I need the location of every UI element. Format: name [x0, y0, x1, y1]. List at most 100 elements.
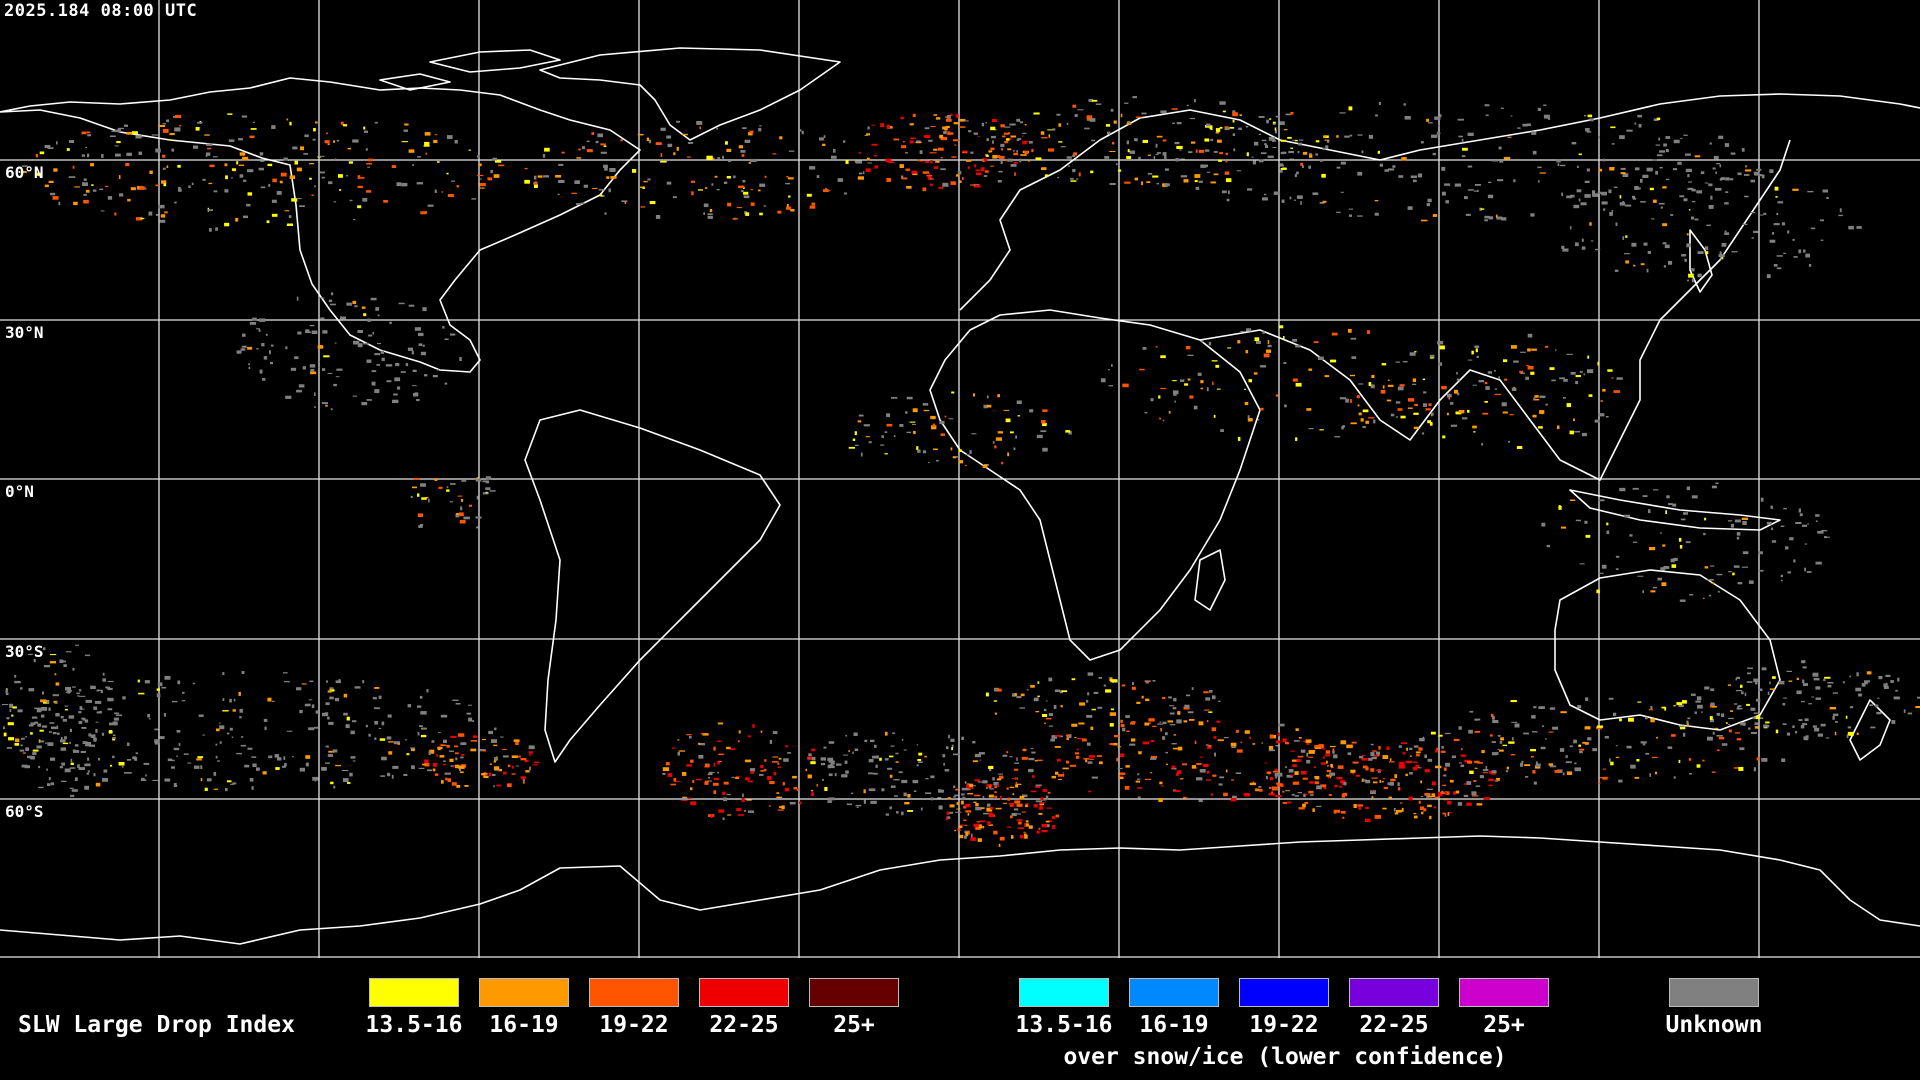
cloud-pixel [1021, 756, 1028, 760]
cloud-pixel [1002, 135, 1006, 138]
cloud-pixel [87, 153, 90, 158]
cloud-pixel [768, 805, 771, 807]
cloud-pixel [940, 433, 945, 436]
cloud-pixel [1002, 802, 1007, 804]
cloud-pixel [1246, 152, 1249, 157]
cloud-pixel [1824, 676, 1831, 679]
cloud-pixel [187, 762, 192, 764]
cloud-pixel [412, 164, 414, 166]
cloud-pixel [446, 172, 449, 175]
cloud-pixel [327, 754, 333, 757]
cloud-pixel [1793, 256, 1798, 258]
cloud-pixel [85, 146, 87, 148]
cloud-pixel [926, 175, 933, 177]
cloud-pixel [247, 346, 253, 350]
cloud-pixel [1735, 677, 1738, 681]
cloud-pixel [944, 415, 947, 418]
cloud-pixel [249, 135, 255, 139]
cloud-pixel [776, 792, 780, 794]
cloud-pixel [1890, 680, 1894, 683]
cloud-pixel [924, 755, 927, 758]
cloud-pixel [105, 185, 109, 188]
cloud-pixel [1603, 208, 1606, 211]
cloud-pixel [1573, 418, 1575, 421]
cloud-pixel [1088, 790, 1091, 793]
cloud-pixel [25, 747, 29, 751]
cloud-pixel [909, 140, 914, 144]
cloud-pixel [428, 751, 431, 755]
cloud-pixel [83, 199, 89, 204]
legend-item: 13.5-16 [359, 978, 469, 1038]
cloud-pixel [1137, 778, 1141, 780]
cloud-pixel [1033, 112, 1040, 115]
cloud-pixel [1199, 756, 1203, 758]
cloud-pixel [922, 450, 927, 454]
cloud-pixel [1499, 160, 1504, 163]
cloud-pixel [386, 380, 392, 383]
cloud-pixel [56, 732, 60, 735]
cloud-pixel [873, 772, 878, 775]
cloud-pixel [1255, 788, 1260, 792]
cloud-pixel [1423, 391, 1427, 394]
cloud-pixel [779, 136, 783, 140]
cloud-pixel [943, 130, 947, 135]
cloud-pixel [1576, 189, 1582, 193]
cloud-pixel [1405, 773, 1408, 777]
cloud-pixel [939, 420, 945, 425]
cloud-pixel [1429, 422, 1433, 426]
cloud-pixel [1619, 487, 1626, 492]
cloud-pixel [20, 744, 23, 747]
cloud-pixel [377, 343, 381, 345]
cloud-pixel [866, 157, 870, 161]
cloud-pixel [1461, 417, 1468, 420]
cloud-pixel [1780, 574, 1783, 578]
cloud-pixel [989, 767, 992, 772]
cloud-pixel [1746, 681, 1753, 683]
cloud-pixel [1035, 784, 1042, 787]
cloud-pixel [1588, 394, 1593, 397]
cloud-pixel [1357, 171, 1363, 176]
cloud-pixel [82, 741, 88, 745]
cloud-pixel [1119, 775, 1124, 777]
cloud-pixel [437, 747, 443, 750]
cloud-pixel [1447, 812, 1450, 816]
cloud-pixel [494, 160, 502, 163]
cloud-pixel [691, 191, 694, 196]
cloud-pixel [875, 764, 878, 768]
cloud-pixel [1157, 723, 1163, 725]
cloud-pixel [852, 438, 856, 441]
cloud-pixel [1636, 187, 1641, 190]
cloud-pixel [1656, 117, 1661, 120]
cloud-pixel [1030, 790, 1037, 793]
cloud-pixel [1771, 540, 1777, 543]
cloud-pixel [1429, 357, 1434, 359]
cloud-pixel [1326, 769, 1331, 773]
cloud-pixel [592, 187, 598, 189]
cloud-pixel [1510, 754, 1516, 756]
cloud-pixel [543, 175, 549, 178]
cloud-pixel [805, 768, 808, 772]
cloud-pixel [1007, 452, 1010, 457]
cloud-pixel [366, 190, 372, 193]
coastlines [0, 47, 1920, 945]
cloud-pixel [300, 146, 304, 151]
cloud-pixel [1706, 579, 1709, 581]
cloud-pixel [863, 424, 870, 427]
cloud-pixel [224, 222, 230, 227]
cloud-pixel [959, 825, 963, 828]
cloud-pixel [38, 740, 45, 742]
cloud-pixel [1382, 778, 1386, 780]
cloud-pixel [115, 153, 121, 157]
cloud-pixel [1211, 360, 1218, 362]
cloud-pixel [1439, 345, 1445, 350]
cloud-pixel [372, 331, 375, 335]
cloud-pixel [983, 404, 988, 409]
cloud-pixel [1474, 767, 1478, 769]
cloud-pixel [558, 179, 565, 183]
cloud-pixel [899, 164, 904, 168]
cloud-pixel [299, 767, 305, 772]
cloud-pixel [1656, 154, 1663, 157]
cloud-pixel [717, 157, 721, 160]
cloud-pixel [1065, 430, 1071, 433]
cloud-pixel [1350, 337, 1357, 340]
